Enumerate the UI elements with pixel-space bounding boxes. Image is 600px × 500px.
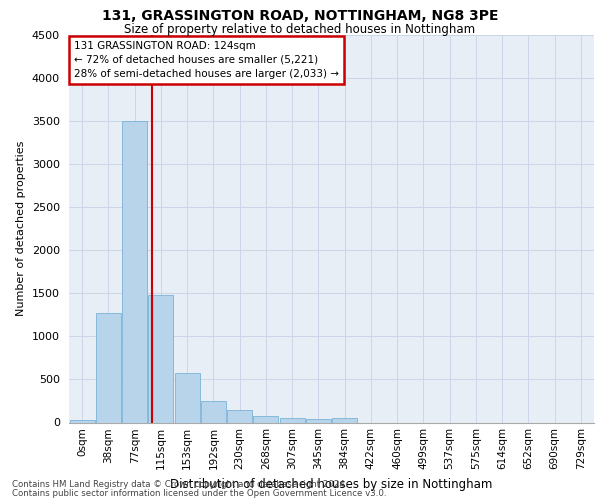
- Bar: [253, 416, 278, 422]
- Bar: [148, 295, 173, 422]
- Bar: [201, 401, 226, 422]
- Bar: [306, 420, 331, 422]
- Bar: [332, 418, 357, 422]
- Bar: [70, 420, 95, 422]
- Text: Contains HM Land Registry data © Crown copyright and database right 2024.: Contains HM Land Registry data © Crown c…: [12, 480, 347, 489]
- Bar: [122, 121, 147, 422]
- Text: 131 GRASSINGTON ROAD: 124sqm
← 72% of detached houses are smaller (5,221)
28% of: 131 GRASSINGTON ROAD: 124sqm ← 72% of de…: [74, 41, 339, 79]
- X-axis label: Distribution of detached houses by size in Nottingham: Distribution of detached houses by size …: [170, 478, 493, 491]
- Text: Size of property relative to detached houses in Nottingham: Size of property relative to detached ho…: [124, 22, 476, 36]
- Text: 131, GRASSINGTON ROAD, NOTTINGHAM, NG8 3PE: 131, GRASSINGTON ROAD, NOTTINGHAM, NG8 3…: [102, 9, 498, 23]
- Bar: [280, 418, 305, 422]
- Bar: [175, 372, 200, 422]
- Text: Contains public sector information licensed under the Open Government Licence v3: Contains public sector information licen…: [12, 488, 386, 498]
- Bar: [227, 410, 252, 422]
- Y-axis label: Number of detached properties: Number of detached properties: [16, 141, 26, 316]
- Bar: [96, 313, 121, 422]
